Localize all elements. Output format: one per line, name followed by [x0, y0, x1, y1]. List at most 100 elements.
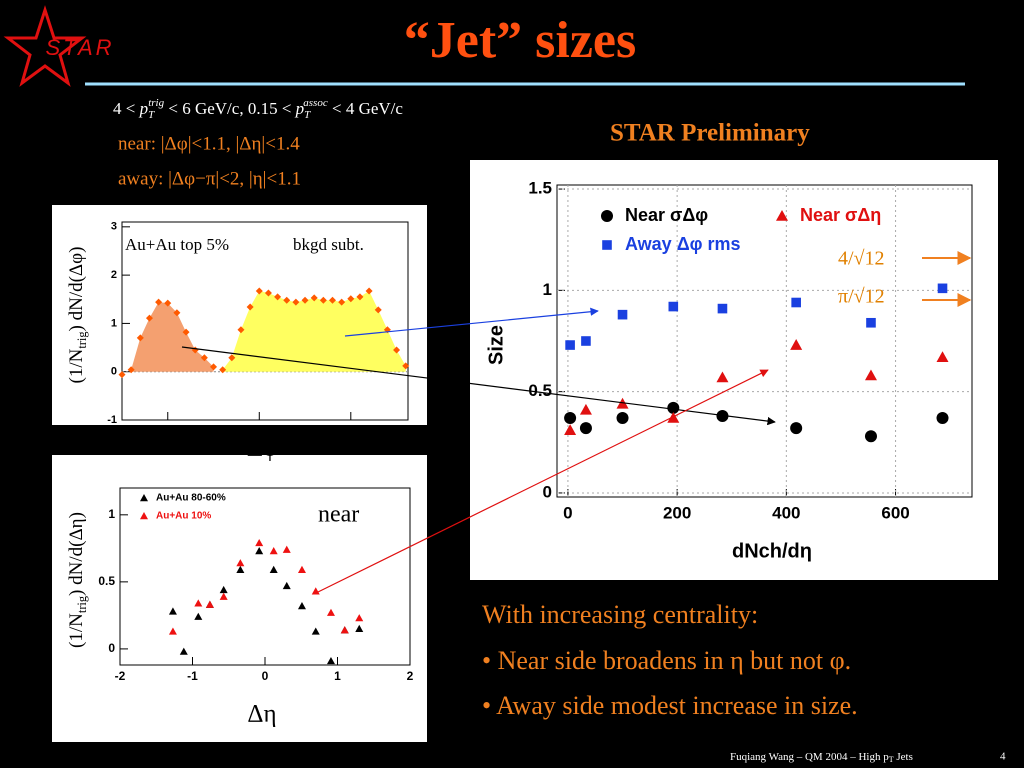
point — [866, 317, 876, 328]
point — [246, 303, 254, 311]
point — [311, 627, 320, 635]
point — [579, 403, 592, 415]
text: T — [304, 109, 311, 121]
point — [219, 592, 228, 600]
point — [136, 334, 144, 342]
point — [301, 296, 309, 304]
footer: Fuqiang Wang – QM 2004 – High pT Jets — [730, 751, 913, 764]
point — [328, 296, 336, 304]
point — [936, 351, 949, 363]
x-axis-label: Δη — [247, 701, 276, 728]
point — [581, 336, 591, 346]
legend-marker — [601, 210, 613, 222]
y-tick-label: 0 — [543, 482, 552, 501]
annotation: π/√12 — [838, 286, 885, 308]
x-tick-label: 1 — [334, 669, 341, 683]
point — [790, 339, 803, 350]
text: < 6 GeV/c, 0.15 < — [168, 99, 291, 118]
point — [269, 547, 278, 555]
point — [236, 565, 245, 573]
x-tick-label: 0 — [563, 503, 572, 522]
legend-label: Near σΔη — [800, 205, 881, 225]
point — [118, 371, 126, 379]
x-tick-label: 2 — [256, 425, 262, 437]
y-tick-label: 3 — [111, 221, 117, 233]
x-tick-label: 4 — [348, 425, 355, 437]
point — [236, 559, 245, 567]
point — [264, 289, 272, 297]
point — [311, 587, 320, 595]
near-cut: near: |Δφ|<1.1, |Δη|<1.4 — [118, 133, 300, 154]
logo-text: STAR — [45, 35, 114, 60]
y-tick-label: 0.5 — [528, 381, 552, 400]
point — [255, 538, 264, 547]
point — [579, 422, 592, 435]
point — [168, 607, 177, 615]
point — [565, 340, 575, 350]
point — [326, 656, 335, 665]
point — [791, 297, 801, 308]
point — [297, 602, 306, 610]
point — [402, 362, 410, 370]
y-tick-label: 1 — [111, 317, 117, 329]
point — [282, 545, 291, 553]
preliminary: STAR Preliminary — [610, 120, 810, 147]
point — [292, 298, 300, 306]
point — [319, 296, 327, 304]
point — [168, 627, 177, 635]
text: < 4 GeV/c — [332, 99, 403, 118]
legend-label: Away Δφ rms — [625, 234, 741, 254]
point — [283, 296, 291, 304]
x-tick-label: 0 — [262, 669, 269, 683]
text: p — [139, 99, 149, 118]
legend-label: Au+Au 80-60% — [156, 493, 226, 504]
annotation: near — [318, 502, 359, 528]
text: assoc — [303, 97, 328, 109]
point — [164, 299, 172, 307]
point — [228, 354, 236, 362]
annotation: Au+Au top 5% — [125, 235, 229, 254]
point — [374, 306, 382, 314]
x-axis-label: Δφ — [247, 435, 278, 462]
text: (1/N — [66, 348, 87, 383]
y-axis-label: Size — [485, 325, 507, 365]
point — [393, 346, 401, 354]
point — [310, 294, 318, 302]
x-tick-label: -1 — [187, 669, 198, 683]
point — [864, 430, 877, 443]
arrow — [344, 307, 599, 337]
point — [716, 409, 729, 422]
point — [182, 328, 190, 336]
point — [210, 363, 218, 371]
bullet: With increasing centrality: — [482, 600, 758, 629]
x-tick-label: -2 — [115, 669, 126, 683]
point — [564, 411, 577, 424]
point — [194, 612, 203, 620]
y-tick-label: 0.5 — [98, 574, 115, 588]
point — [937, 283, 948, 294]
text: 4 < — [113, 99, 135, 118]
point — [255, 547, 264, 555]
point — [219, 366, 227, 374]
point — [297, 565, 306, 573]
title: “Jet” sizes — [404, 12, 636, 69]
overlay — [181, 251, 972, 593]
point — [564, 424, 577, 435]
y-tick-label: 2 — [111, 269, 117, 281]
legend-marker — [602, 240, 612, 250]
panel — [470, 160, 998, 580]
point — [205, 600, 214, 608]
text: trig — [75, 596, 89, 613]
point — [127, 366, 135, 374]
y-axis-label: (1/Ntrig) dN/d(Δη) — [66, 512, 88, 648]
plot-frame — [556, 184, 973, 498]
point — [790, 422, 803, 435]
point — [356, 293, 364, 301]
bullet: • Away side modest increase in size. — [482, 691, 858, 720]
text: trig — [75, 331, 89, 348]
y-tick-label: 0 — [111, 366, 117, 378]
point — [274, 293, 282, 301]
point — [194, 599, 203, 607]
point — [667, 411, 680, 423]
